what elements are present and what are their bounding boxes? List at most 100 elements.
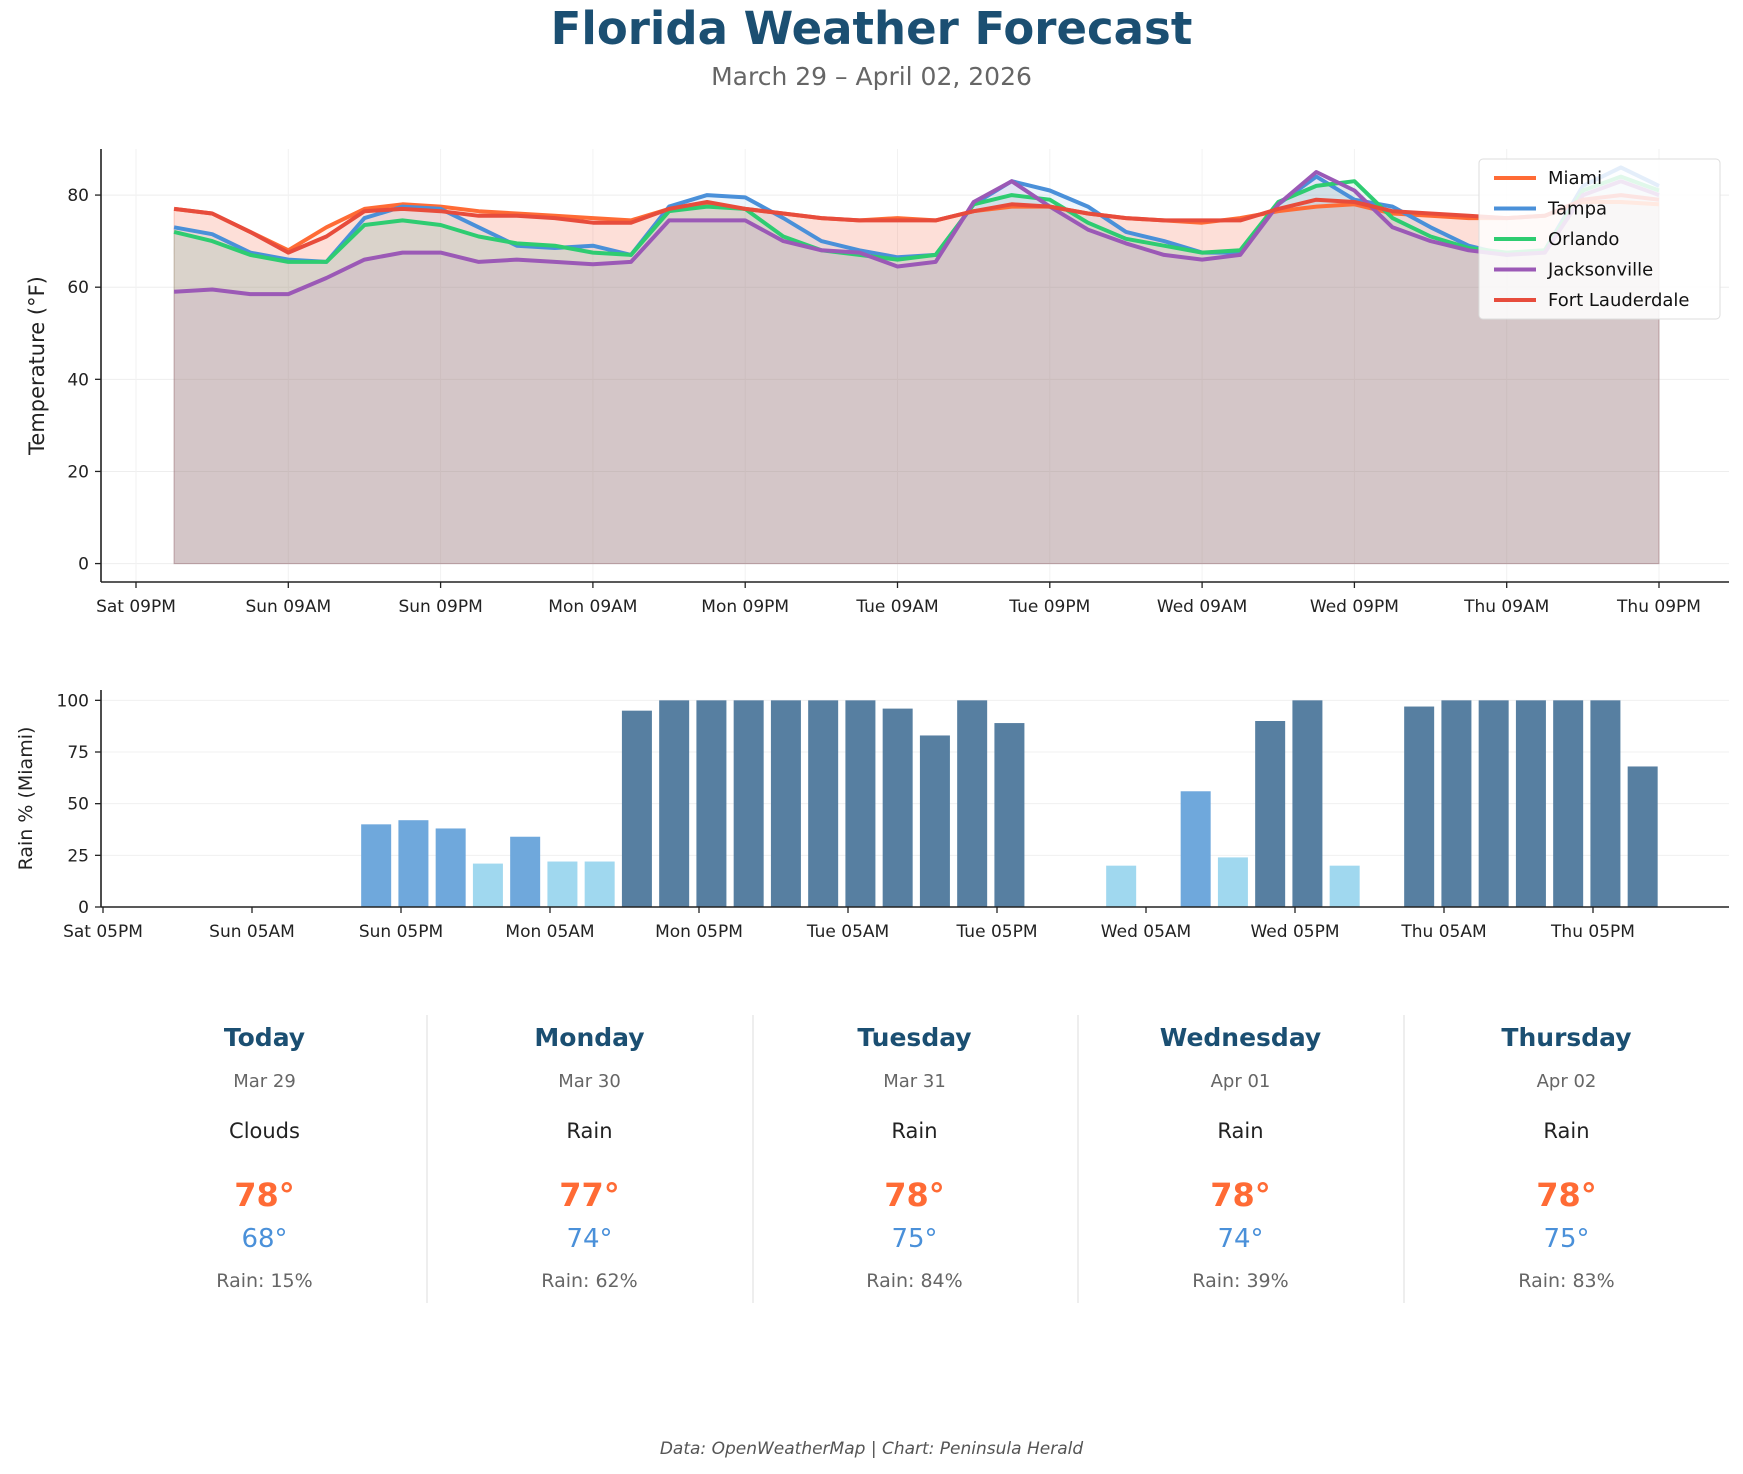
day-card: Tuesday Mar 31 Rain 78° 75° Rain: 84% [752,1015,1077,1303]
y-tick-label: 60 [67,278,89,298]
y-tick-label: 75 [67,743,89,763]
legend-label: Fort Lauderdale [1548,290,1690,311]
day-low: 74° [1217,1224,1264,1254]
rain-bar [1404,706,1435,907]
y-tick-label: 80 [67,186,89,206]
rain-bar [659,700,690,907]
x-tick-label: Tue 05AM [806,922,889,942]
rain-bar [621,710,652,907]
x-tick-label: Sun 09AM [245,597,331,617]
card-divider [1077,1015,1079,1303]
card-divider [426,1015,428,1303]
x-tick-label: Sat 09PM [96,597,176,617]
y-tick-label: 20 [67,462,89,482]
day-low: 68° [241,1224,288,1254]
rain-bar [919,735,950,907]
day-condition: Rain [891,1119,938,1143]
day-name: Monday [534,1023,645,1052]
line-fort-lauderdale [173,193,1660,255]
day-rain: Rain: 62% [541,1270,638,1292]
rain-bar [1292,700,1323,907]
rain-bar [770,700,801,907]
legend-label: Jacksonville [1547,260,1653,281]
day-high: 78° [884,1176,945,1214]
day-rain: Rain: 39% [1192,1270,1289,1292]
card-divider [752,1015,754,1303]
day-date: Apr 02 [1536,1071,1597,1092]
x-tick-label: Sun 05PM [359,922,443,942]
day-rain: Rain: 84% [866,1270,963,1292]
rain-bar [510,836,541,907]
day-name: Today [223,1023,306,1052]
day-date: Mar 29 [233,1071,296,1092]
day-high: 78° [1210,1176,1271,1214]
y-tick-label: 50 [67,795,89,815]
rain-bar [808,700,839,907]
x-tick-label: Thu 09PM [1616,597,1701,617]
rain-bar [1217,857,1248,907]
rain-bar [957,700,988,907]
legend-label: Miami [1548,168,1602,189]
rain-bar [1441,700,1472,907]
day-card: Wednesday Apr 01 Rain 78° 74° Rain: 39% [1078,1015,1403,1303]
rain-bar [1515,700,1546,907]
rain-bar [1478,700,1509,907]
line-jacksonville [173,170,1660,297]
footer-credit: Data: OpenWeatherMap | Chart: Peninsula … [659,1439,1084,1459]
day-name: Tuesday [857,1023,972,1052]
day-condition: Rain [1217,1119,1264,1143]
y-axis-label: Rain % (Miami) [15,727,37,871]
x-tick-label: Tue 05PM [956,922,1038,942]
y-tick-label: 100 [57,691,89,711]
rain-bar [733,700,764,907]
x-tick-label: Wed 05PM [1250,922,1339,942]
day-low: 74° [566,1224,613,1254]
y-tick-label: 25 [67,846,89,866]
day-condition: Rain [566,1119,613,1143]
legend-label: Orlando [1548,229,1619,250]
day-rain: Rain: 15% [216,1270,313,1292]
rain-bar [1106,865,1137,907]
rain-bar [1329,865,1360,907]
day-name: Thursday [1501,1023,1632,1052]
x-tick-label: Thu 05AM [1400,922,1486,942]
day-date: Mar 31 [883,1071,946,1092]
day-card: Today Mar 29 Clouds 78° 68° Rain: 15% [102,1015,427,1303]
x-tick-label: Sun 09PM [398,597,482,617]
y-tick-label: 0 [78,898,89,918]
rain-bar [1553,700,1584,907]
x-tick-label: Mon 05PM [655,922,743,942]
rain-bar [398,820,429,907]
rain-chart: 0 25 50 75 100 Sat 05PM Sun 05AM Sun 05PM Mon 05… [15,690,1729,942]
day-card: Thursday Apr 02 Rain 78° 75° Rain: 83% [1404,1015,1729,1303]
day-low: 75° [891,1224,938,1254]
day-date: Mar 30 [558,1071,621,1092]
x-tick-label: Wed 09PM [1310,597,1399,617]
x-tick-label: Wed 05AM [1101,922,1191,942]
x-tick-label: Wed 09AM [1157,597,1247,617]
day-date: Apr 01 [1210,1071,1271,1092]
day-rain: Rain: 83% [1518,1270,1615,1292]
day-name: Wednesday [1159,1023,1322,1052]
x-tick-label: Mon 09AM [548,597,637,617]
day-condition: Rain [1543,1119,1590,1143]
y-tick-label: 40 [67,370,89,390]
rain-bar [584,861,615,907]
x-tick-label: Thu 09AM [1463,597,1549,617]
rain-bar [547,861,578,907]
rain-bar [1255,721,1286,907]
rain-bar [1627,766,1658,907]
rain-bar [1590,700,1621,907]
rain-bar [696,700,727,907]
rain-bar [882,708,913,907]
line-orlando [173,174,1660,264]
x-tick-label: Sat 05PM [63,922,143,942]
day-condition: Clouds [229,1119,300,1143]
y-tick-label: 0 [78,555,89,575]
rain-bar [1180,791,1211,907]
day-high: 78° [234,1176,295,1214]
x-tick-label: Mon 05AM [505,922,594,942]
rain-bar [994,723,1025,907]
x-tick-label: Tue 09AM [855,597,938,617]
day-high: 77° [559,1176,620,1214]
